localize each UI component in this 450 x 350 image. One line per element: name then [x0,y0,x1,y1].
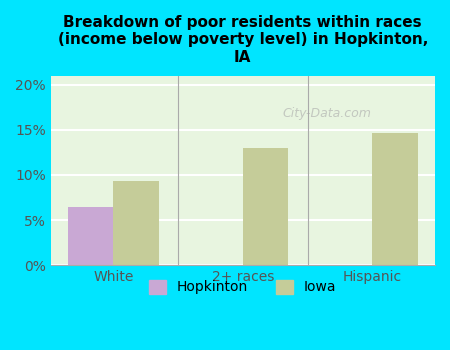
Text: City-Data.com: City-Data.com [283,107,372,120]
Legend: Hopkinton, Iowa: Hopkinton, Iowa [144,274,342,300]
Title: Breakdown of poor residents within races
(income below poverty level) in Hopkint: Breakdown of poor residents within races… [58,15,428,65]
Bar [243,148,288,265]
Bar [113,181,159,265]
Bar [68,206,113,265]
Bar [372,133,418,265]
